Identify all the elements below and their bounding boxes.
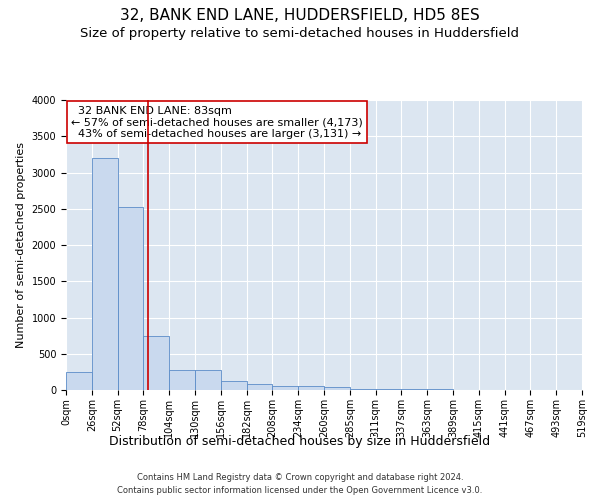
Bar bbox=[118, 208, 143, 390]
Bar bbox=[272, 386, 298, 390]
Text: Contains HM Land Registry data © Crown copyright and database right 2024.: Contains HM Land Registry data © Crown c… bbox=[137, 472, 463, 482]
Text: Contains public sector information licensed under the Open Government Licence v3: Contains public sector information licen… bbox=[118, 486, 482, 495]
Text: 32, BANK END LANE, HUDDERSFIELD, HD5 8ES: 32, BANK END LANE, HUDDERSFIELD, HD5 8ES bbox=[120, 8, 480, 22]
Text: Size of property relative to semi-detached houses in Huddersfield: Size of property relative to semi-detach… bbox=[80, 28, 520, 40]
Bar bbox=[169, 370, 195, 390]
Bar bbox=[324, 387, 350, 390]
Bar bbox=[195, 370, 221, 390]
Bar bbox=[221, 382, 247, 390]
Bar bbox=[66, 372, 92, 390]
Bar bbox=[350, 388, 376, 390]
Bar bbox=[376, 389, 401, 390]
Text: 32 BANK END LANE: 83sqm
← 57% of semi-detached houses are smaller (4,173)
  43% : 32 BANK END LANE: 83sqm ← 57% of semi-de… bbox=[71, 106, 363, 139]
Bar bbox=[247, 384, 272, 390]
Text: Distribution of semi-detached houses by size in Huddersfield: Distribution of semi-detached houses by … bbox=[109, 435, 491, 448]
Bar bbox=[298, 386, 324, 390]
Bar bbox=[143, 336, 169, 390]
Bar bbox=[92, 158, 118, 390]
Y-axis label: Number of semi-detached properties: Number of semi-detached properties bbox=[16, 142, 26, 348]
